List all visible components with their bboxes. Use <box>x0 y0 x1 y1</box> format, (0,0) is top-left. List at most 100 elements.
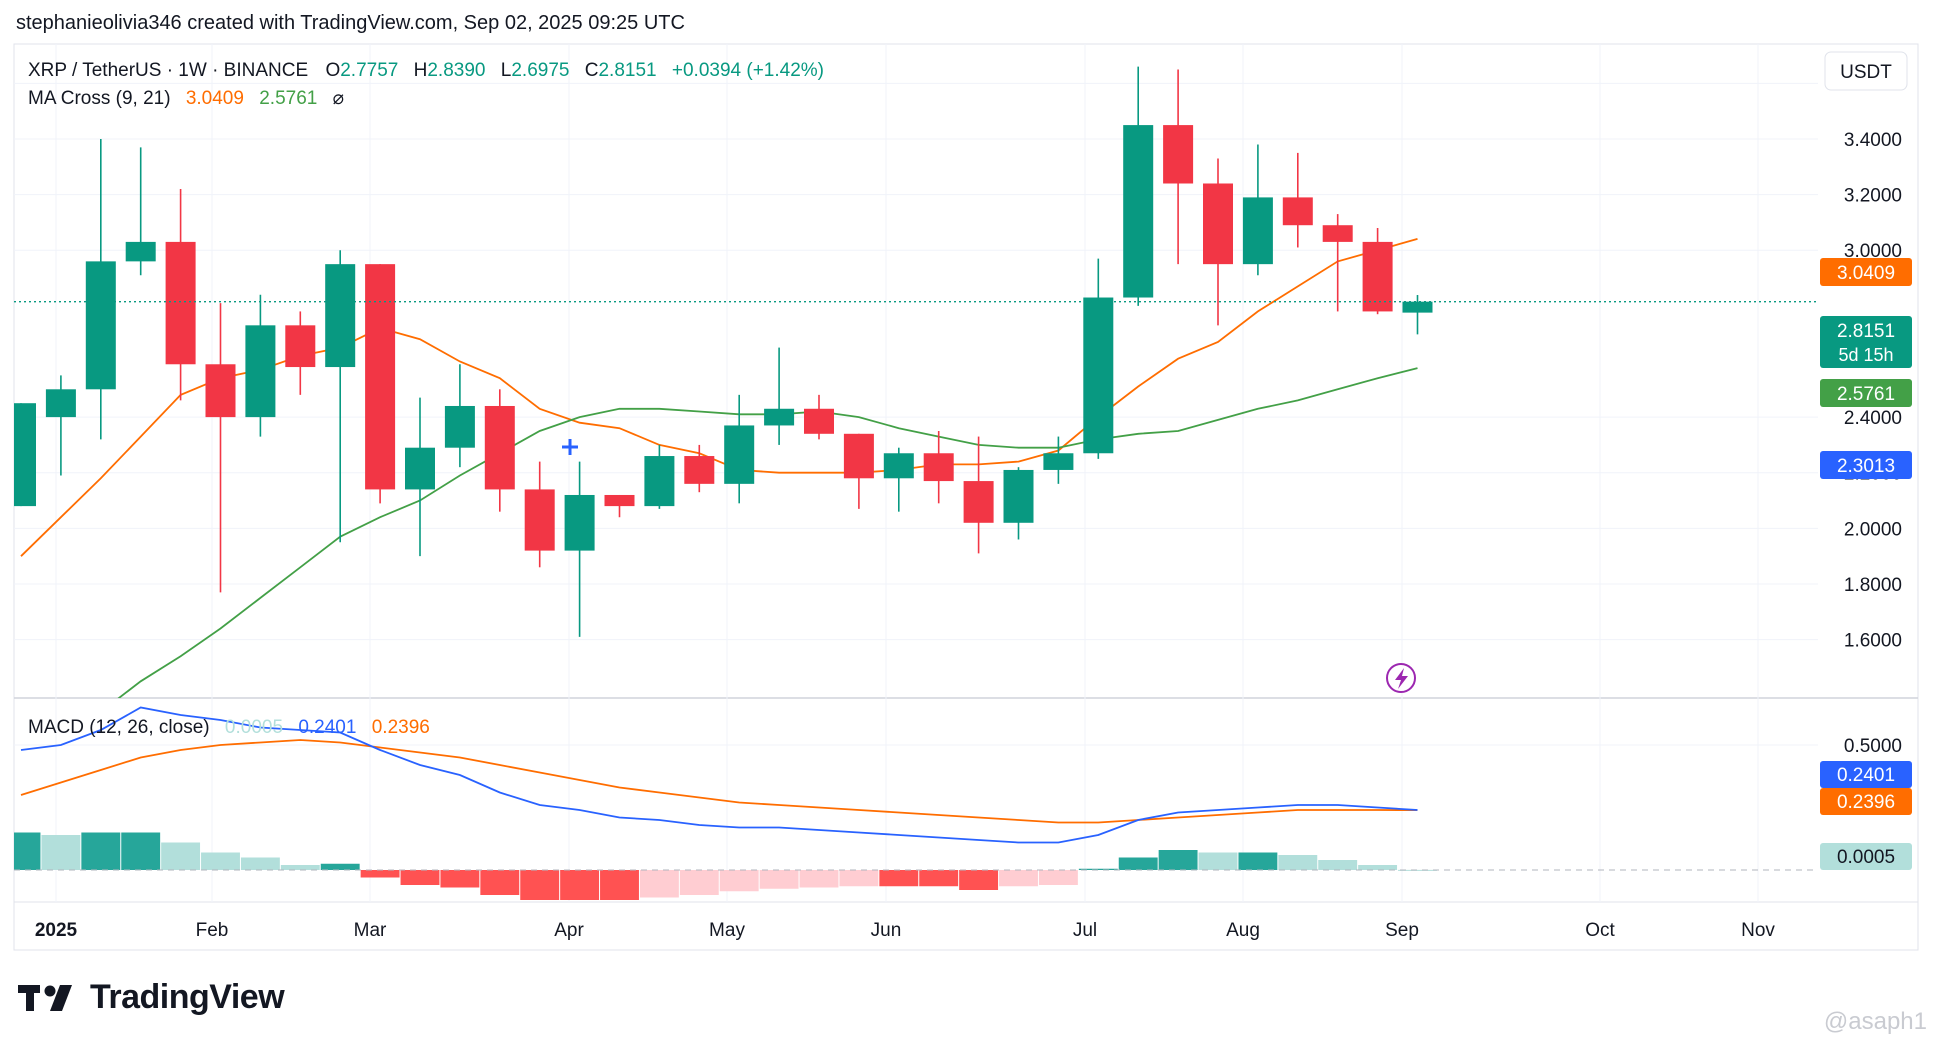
candle-body <box>1163 125 1194 184</box>
candle-body <box>1123 125 1154 298</box>
candle-body <box>14 403 36 507</box>
candle-body <box>444 405 475 448</box>
macd-histogram-bar <box>560 870 600 900</box>
legend-high-label: H <box>414 60 428 81</box>
moving-averages <box>20 238 1418 698</box>
badge-macd-line: 0.2401 <box>1820 761 1912 788</box>
candle-body <box>1003 469 1034 523</box>
legend-macd-line-value: 0.2401 <box>298 717 356 738</box>
legend-ma-fast-value: 3.0409 <box>186 88 244 109</box>
candle-body <box>963 481 994 523</box>
macd-histogram-bar <box>919 870 959 887</box>
candle-body <box>883 453 914 479</box>
macd-histogram-bar <box>999 870 1038 887</box>
macd-histogram-bar <box>520 870 560 900</box>
legend-change: +0.0394 (+1.42%) <box>672 60 824 81</box>
chart-caption: stephanieolivia346 created with TradingV… <box>16 12 685 34</box>
badge-macd-signal: 0.2396 <box>1820 788 1912 815</box>
candle-body <box>1043 453 1074 470</box>
macd-histogram-bar <box>639 870 679 898</box>
macd-histogram-bar <box>719 870 759 892</box>
macd-histogram-bar <box>839 870 879 887</box>
macd-histogram-bar <box>121 832 161 870</box>
x-tick-label: Oct <box>1585 920 1615 941</box>
candle-body <box>365 264 396 490</box>
x-tick-label: 2025 <box>35 920 78 941</box>
x-tick-label: Apr <box>554 920 584 941</box>
macd-histogram-bar <box>360 870 400 878</box>
macd-tick-label: 0.5000 <box>1844 736 1902 757</box>
macd-histogram-bar <box>879 870 919 887</box>
currency-button[interactable]: USDT <box>1824 51 1908 91</box>
macd-histogram-bar <box>1038 870 1078 885</box>
macd-histogram-bar <box>759 870 799 889</box>
svg-text:2.8151: 2.8151 <box>1837 321 1895 342</box>
macd-signal-line <box>20 739 1418 824</box>
macd-histogram-bar <box>161 842 201 870</box>
legend-ma: MA Cross (9, 21) 3.0409 2.5761 ⌀ <box>28 88 344 109</box>
candle-body <box>245 325 276 418</box>
candle-body <box>1322 225 1353 242</box>
x-tick-label: Jul <box>1073 920 1097 941</box>
candle-body <box>285 325 316 368</box>
legend-ma-slow-value: 2.5761 <box>259 88 317 109</box>
candle-body <box>1242 197 1273 265</box>
candle-body <box>923 453 954 482</box>
candle-body <box>85 261 116 390</box>
candle-body <box>804 408 834 434</box>
x-tick-label: Aug <box>1226 920 1260 941</box>
macd-histogram-bar <box>480 870 520 895</box>
y-tick-label: 3.0000 <box>1844 241 1902 262</box>
y-tick-label: 3.4000 <box>1844 130 1902 151</box>
legend-low-label: L <box>501 60 512 81</box>
y-tick-label: 2.4000 <box>1844 408 1902 429</box>
macd-histogram-bar <box>679 870 719 895</box>
badge-ma-fast: 3.0409 <box>1820 258 1912 286</box>
svg-text:2.5761: 2.5761 <box>1837 384 1895 405</box>
tradingview-logo[interactable]: TradingView <box>18 978 285 1017</box>
candle-body <box>1083 297 1114 454</box>
legend-macd-name: MACD (12, 26, close) <box>28 717 210 738</box>
legend-symbol: XRP / TetherUS · 1W · BINANCE <box>28 60 308 81</box>
macd-histogram-bar <box>400 870 440 885</box>
candle-body <box>484 405 515 490</box>
candle-body <box>684 456 715 484</box>
legend-macd: MACD (12, 26, close) 0.0005 0.2401 0.239… <box>28 717 430 738</box>
brand-name: TradingView <box>90 978 285 1016</box>
legend-open-value: 2.7757 <box>340 60 398 81</box>
macd-histogram-bar <box>1078 868 1118 870</box>
macd-histogram-bar <box>1238 852 1278 870</box>
macd-histogram-bar <box>1198 852 1238 870</box>
x-tick-label: May <box>709 920 745 941</box>
macd-histogram-bar <box>14 832 41 870</box>
macd-histogram-bar <box>1318 860 1358 870</box>
x-tick-label: Feb <box>196 920 229 941</box>
x-tick-label: Nov <box>1741 920 1775 941</box>
ma-slow-line <box>117 367 1418 698</box>
macd-histogram-bar <box>1158 850 1198 870</box>
candle-body <box>45 389 76 418</box>
svg-text:0.2401: 0.2401 <box>1837 765 1895 786</box>
candle-body <box>1362 241 1393 312</box>
candle-body <box>843 433 874 479</box>
y-tick-label: 1.8000 <box>1844 575 1902 596</box>
macd-histogram-bar <box>1398 869 1437 871</box>
lightning-event-icon[interactable] <box>1386 663 1416 693</box>
candle-body <box>205 364 236 418</box>
x-tick-label: Sep <box>1385 920 1419 941</box>
macd-histogram-bar <box>1278 855 1318 870</box>
macd-line <box>20 706 1418 844</box>
svg-text:2.3013: 2.3013 <box>1837 456 1895 477</box>
y-tick-label: 2.0000 <box>1844 519 1902 540</box>
tradingview-logo-icon <box>18 984 72 1011</box>
legend-macd-signal-value: 0.2396 <box>372 717 430 738</box>
currency-label: USDT <box>1840 62 1892 83</box>
candles <box>14 66 1433 637</box>
macd-histogram-bar <box>240 857 280 870</box>
candle-body <box>405 447 435 490</box>
candle-body <box>564 494 595 551</box>
candle-body <box>764 408 795 426</box>
badge-last-price: 2.8151 5d 15h <box>1820 316 1912 368</box>
hide-indicator-icon[interactable]: ⌀ <box>333 88 344 109</box>
